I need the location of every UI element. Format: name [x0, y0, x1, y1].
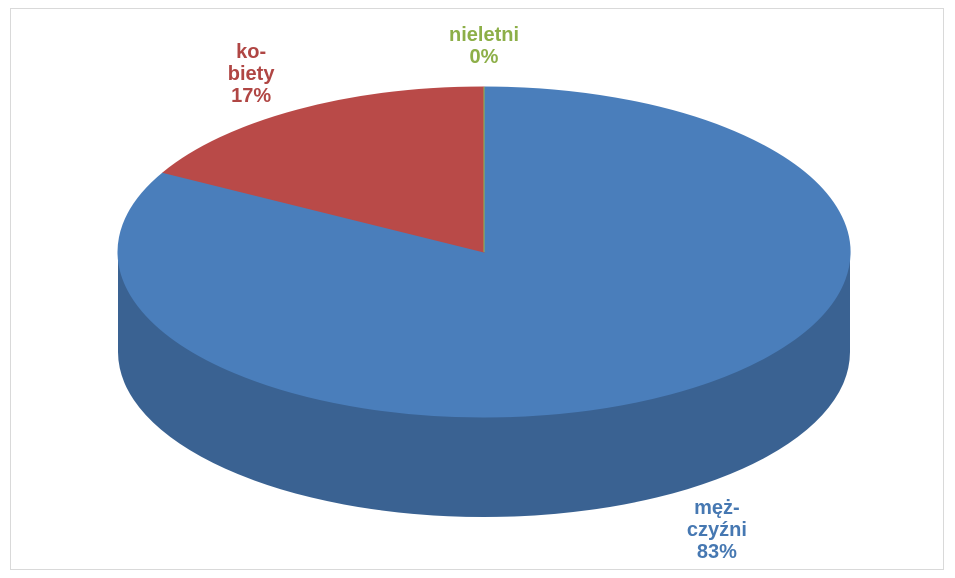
pie-slice: [162, 86, 485, 253]
slice-name: męż-czyźni: [686, 496, 747, 541]
slice-value: 83%: [696, 540, 737, 563]
slice-value: 17%: [231, 85, 272, 108]
pie-side: [118, 252, 850, 517]
data-label: nieletni 0%: [449, 24, 519, 68]
pie-sides: [118, 252, 850, 517]
data-label: męż-czyźni 83%: [687, 497, 747, 563]
slice-name: ko-biety: [227, 41, 275, 86]
slice-name: nieletni: [448, 23, 520, 46]
data-label: ko-biety 17%: [228, 41, 275, 107]
chart-border: [10, 8, 944, 570]
slice-value: 0%: [469, 45, 499, 68]
